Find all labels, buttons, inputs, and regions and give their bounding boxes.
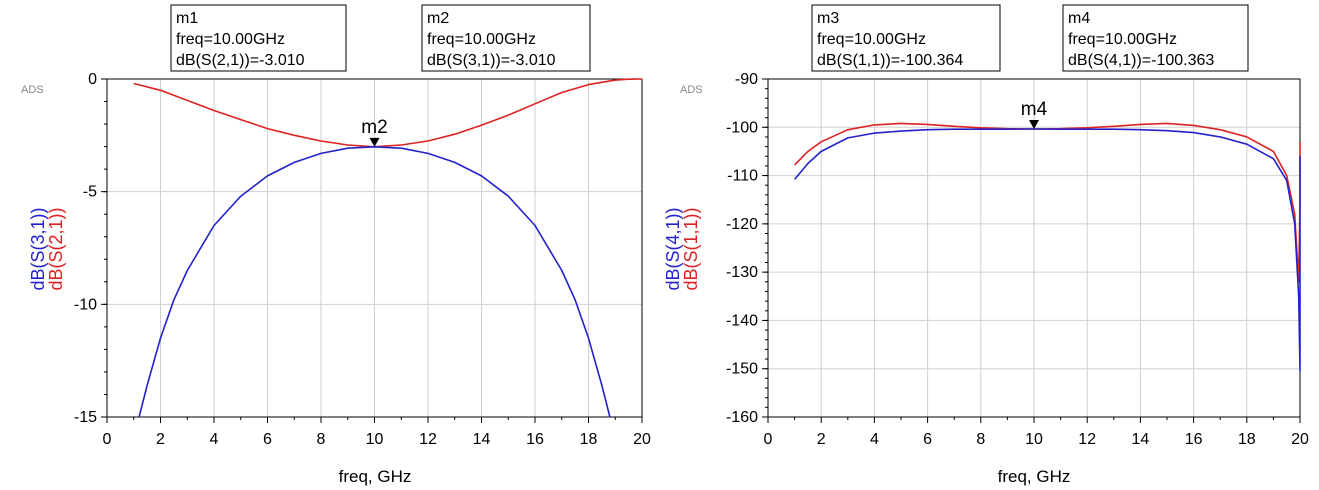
y-tick-label: -10 xyxy=(74,296,97,313)
marker-point-label: m4 xyxy=(1021,99,1048,120)
y-tick-label: -110 xyxy=(727,168,758,185)
marker-m3-freq: freq=10.00GHz xyxy=(817,31,926,48)
chart-right: m3 freq=10.00GHz dB(S(1,1))=-100.364 m4 … xyxy=(663,4,1309,486)
x-tick-label: 20 xyxy=(633,431,651,448)
marker-m3-label: m3 xyxy=(817,10,839,27)
marker-triangle xyxy=(369,137,380,147)
x-tick-label: 20 xyxy=(1291,431,1309,448)
y-tick-label: -140 xyxy=(726,312,758,329)
y-tick-label: -100 xyxy=(726,119,758,136)
y-label-red: dB(S(1,1)) xyxy=(681,207,701,290)
x-tick-label: 4 xyxy=(210,431,219,448)
y-tick-label: -5 xyxy=(83,184,97,201)
x-tick-label: 6 xyxy=(263,431,272,448)
ads-watermark: ADS xyxy=(680,84,703,96)
marker-m2-label: m2 xyxy=(427,10,449,27)
marker-box-m2: m2 freq=10.00GHz dB(S(3,1))=-3.010 xyxy=(421,4,591,72)
x-tick-label: 0 xyxy=(764,431,773,448)
y-label-red: dB(S(2,1)) xyxy=(46,207,66,290)
marker-m1-label: m1 xyxy=(176,10,198,27)
marker-m2-freq: freq=10.00GHz xyxy=(427,31,536,48)
marker-m2-value: dB(S(3,1))=-3.010 xyxy=(427,52,556,69)
ads-watermark: ADS xyxy=(21,84,44,96)
x-tick-label: 8 xyxy=(976,431,985,448)
marker-m1-value: dB(S(2,1))=-3.010 xyxy=(176,52,305,69)
marker-m4-value: dB(S(4,1))=-100.363 xyxy=(1068,52,1214,69)
x-tick-label: 0 xyxy=(103,431,112,448)
y-label-blue: dB(S(4,1)) xyxy=(663,207,683,290)
series-line-db-s-1-1- xyxy=(794,122,1301,283)
marker-box-m3: m3 freq=10.00GHz dB(S(1,1))=-100.364 xyxy=(811,4,1001,72)
y-tick-label: -150 xyxy=(726,361,758,378)
y-tick-label: -130 xyxy=(726,264,758,281)
x-tick-label: 14 xyxy=(1132,431,1150,448)
x-tick-label: 10 xyxy=(1025,431,1043,448)
y-tick-label: -120 xyxy=(726,216,758,233)
x-tick-label: 14 xyxy=(473,431,491,448)
series-line-db-s-4-1- xyxy=(793,128,1301,372)
y-tick-label: 0 xyxy=(88,71,97,88)
x-tick-label: 2 xyxy=(817,431,826,448)
marker-point-label: m2 xyxy=(361,117,387,138)
x-tick-label: 2 xyxy=(156,431,165,448)
marker-triangle xyxy=(1029,120,1039,130)
x-tick-label: 6 xyxy=(923,431,932,448)
marker-m4-freq: freq=10.00GHz xyxy=(1068,31,1177,48)
x-tick-label: 16 xyxy=(526,431,544,448)
y-label-blue: dB(S(3,1)) xyxy=(28,207,48,290)
series-line-db-s-2-1- xyxy=(133,78,643,148)
x-tick-label: 12 xyxy=(419,431,437,448)
y-tick-label: -90 xyxy=(735,71,758,88)
y-tick-label: -15 xyxy=(74,409,97,426)
chart-left: m1 freq=10.00GHz dB(S(2,1))=-3.010 m2 fr… xyxy=(21,4,651,486)
x-axis-label: freq, GHz xyxy=(998,467,1071,486)
marker-m1-freq: freq=10.00GHz xyxy=(176,31,285,48)
marker-m4-label: m4 xyxy=(1068,10,1090,27)
marker-box-m1: m1 freq=10.00GHz dB(S(2,1))=-3.010 xyxy=(170,4,347,72)
x-tick-label: 10 xyxy=(366,431,384,448)
plot-area-left: 0 2 4 6 8 10 12 14 16 18 20 0 -5 -10 -15 m2 xyxy=(74,71,651,448)
plot-area-right: 0 2 4 6 8 10 12 14 16 18 20 -90 -100 -110 -120 -130 -140… xyxy=(726,71,1309,448)
x-tick-label: 18 xyxy=(1238,431,1256,448)
y-tick-label: -160 xyxy=(726,409,758,426)
marker-m3-value: dB(S(1,1))=-100.364 xyxy=(817,52,963,69)
x-tick-label: 18 xyxy=(580,431,598,448)
marker-box-m4: m4 freq=10.00GHz dB(S(4,1))=-100.363 xyxy=(1062,4,1249,72)
x-tick-label: 8 xyxy=(317,431,326,448)
x-tick-label: 4 xyxy=(870,431,879,448)
x-tick-label: 16 xyxy=(1185,431,1203,448)
x-tick-label: 12 xyxy=(1078,431,1096,448)
y-axis-label: dB(S(3,1)) dB(S(2,1)) xyxy=(28,207,66,290)
y-axis-label: dB(S(4,1)) dB(S(1,1)) xyxy=(663,207,701,290)
x-axis-label: freq, GHz xyxy=(339,467,412,486)
